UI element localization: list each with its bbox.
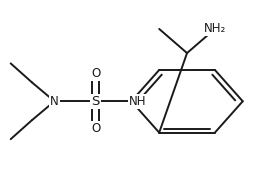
Text: N: N xyxy=(50,95,59,108)
Text: O: O xyxy=(91,122,100,135)
Text: S: S xyxy=(91,95,100,108)
Text: O: O xyxy=(91,67,100,80)
Text: NH₂: NH₂ xyxy=(204,22,226,36)
Text: NH: NH xyxy=(129,95,147,108)
